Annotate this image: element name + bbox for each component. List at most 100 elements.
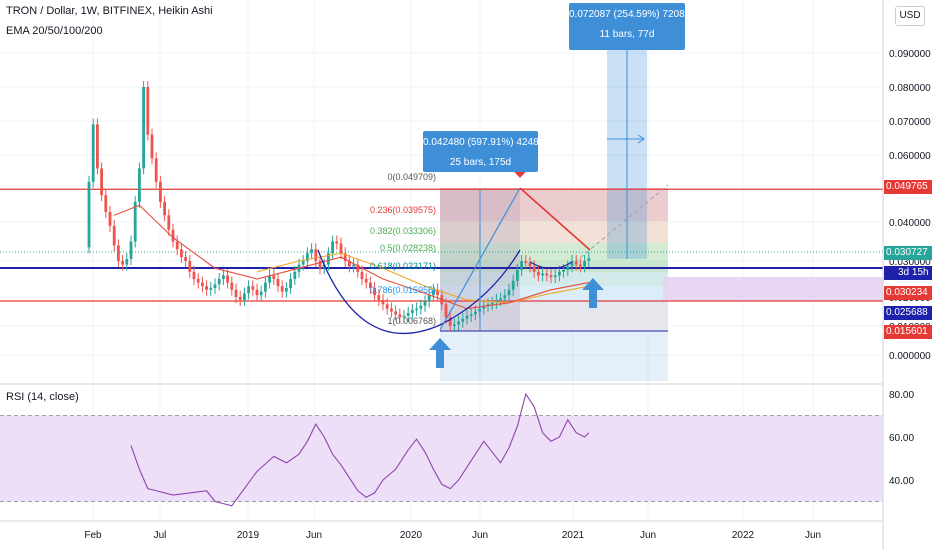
candle-body	[503, 295, 507, 299]
candle-body	[444, 304, 448, 318]
candle-body	[402, 315, 406, 318]
candle-body	[264, 282, 267, 292]
candle-body	[138, 168, 141, 202]
candle-body	[293, 271, 297, 279]
rsi-indicator-label[interactable]: RSI (14, close)	[6, 391, 79, 403]
y-tick-label: 0.060000	[889, 151, 931, 162]
candle-body	[545, 273, 549, 276]
measure-small-line2: 25 bars, 175d	[449, 157, 512, 168]
x-tick-label: 2021	[562, 530, 585, 541]
candle-body	[398, 314, 402, 318]
rsi-tick-label: 80.00	[889, 390, 914, 401]
y-tick-label: 0.030000	[889, 257, 931, 268]
candle-body	[427, 295, 431, 302]
candle-body	[495, 299, 498, 303]
candle-body	[306, 253, 309, 261]
candle-body	[511, 280, 515, 290]
candle-body	[406, 312, 410, 316]
candle-body	[553, 275, 557, 278]
candle-body	[226, 275, 229, 283]
y-tick-label: 0.040000	[889, 218, 931, 229]
candle-layer	[87, 81, 591, 332]
candle-body	[579, 264, 582, 267]
candle-body	[541, 273, 544, 276]
candle-body	[171, 229, 175, 242]
ema-layer	[113, 204, 589, 310]
candle-body	[377, 295, 381, 300]
candle-body	[356, 264, 360, 272]
x-tick-label: Jun	[640, 530, 656, 541]
price-tag-5: 0.015601	[884, 325, 932, 339]
rsi-band	[0, 415, 883, 502]
candle-body	[423, 301, 427, 306]
candle-body	[243, 293, 246, 300]
candle-body	[213, 284, 217, 288]
candle-body	[331, 241, 334, 254]
candle-body	[205, 286, 208, 290]
ema-indicator-label[interactable]: EMA 20/50/100/200	[6, 25, 103, 37]
candle-body	[167, 215, 171, 230]
fib-label: 0.236(0.039575)	[370, 205, 436, 215]
candle-body	[196, 279, 200, 283]
candle-body	[327, 253, 330, 265]
measure-large-line1: 0.072087 (254.59%) 72087	[569, 9, 691, 20]
candle-body	[465, 315, 469, 319]
candle-body	[121, 261, 124, 265]
candle-body	[238, 297, 242, 300]
candle-body	[310, 249, 313, 254]
candle-body	[507, 289, 511, 296]
candle-body	[272, 275, 276, 279]
candle-body	[125, 259, 129, 265]
candle-body	[583, 261, 586, 267]
blue-up-arrow-0	[429, 338, 451, 368]
fib-label: 0.5(0.028238)	[380, 243, 436, 253]
x-tick-label: Feb	[84, 530, 102, 541]
candle-body	[251, 286, 255, 290]
candle-body	[234, 289, 238, 297]
candle-body	[394, 311, 397, 315]
x-tick-label: Jun	[472, 530, 488, 541]
projection-zone	[663, 277, 883, 301]
candle-body	[520, 261, 523, 270]
candle-body	[192, 271, 196, 279]
x-tick-label: Jun	[805, 530, 821, 541]
y-tick-label: 0.090000	[889, 49, 931, 60]
fib-layer: 0(0.049709) 0.236(0.039575) 0.382(0.033306…	[370, 172, 436, 326]
candle-body	[369, 282, 372, 288]
measure-callout-small[interactable]: 0.042480 (597.91%) 42480 25 bars, 175d	[423, 131, 544, 172]
candle-body	[108, 211, 112, 226]
fib-zone-2	[440, 243, 668, 260]
measure-callout-large[interactable]: 0.072087 (254.59%) 72087 11 bars, 77d	[569, 3, 691, 50]
candle-body	[222, 275, 225, 279]
candle-body	[146, 87, 150, 135]
candle-body	[364, 279, 368, 283]
candle-body	[247, 286, 250, 294]
blue-up-arrow-1	[582, 278, 604, 308]
candle-body	[453, 324, 456, 326]
candle-body	[154, 158, 158, 182]
candle-body	[280, 286, 284, 292]
candle-body	[411, 310, 414, 313]
candle-body	[96, 124, 99, 169]
candle-body	[104, 195, 108, 212]
candle-body	[436, 289, 439, 296]
x-tick-label: 2022	[732, 530, 755, 541]
candle-body	[390, 308, 393, 312]
candle-body	[276, 279, 280, 287]
candle-body	[209, 288, 213, 290]
price-tag-3: 0.030234	[884, 286, 932, 300]
candle-body	[301, 261, 305, 265]
candle-body	[175, 241, 179, 250]
candle-body	[129, 241, 133, 260]
candle-body	[381, 299, 385, 305]
candle-body	[474, 311, 477, 315]
price-tag-2: 3d 15h	[884, 266, 932, 280]
ema-line	[113, 204, 589, 310]
candle-body	[318, 261, 322, 269]
candle-body	[230, 282, 234, 290]
currency-button[interactable]: USD	[895, 6, 925, 26]
candle-body	[457, 321, 460, 325]
symbol-title: TRON / Dollar, 1W, BITFINEX, Heikin Ashi	[6, 5, 213, 17]
